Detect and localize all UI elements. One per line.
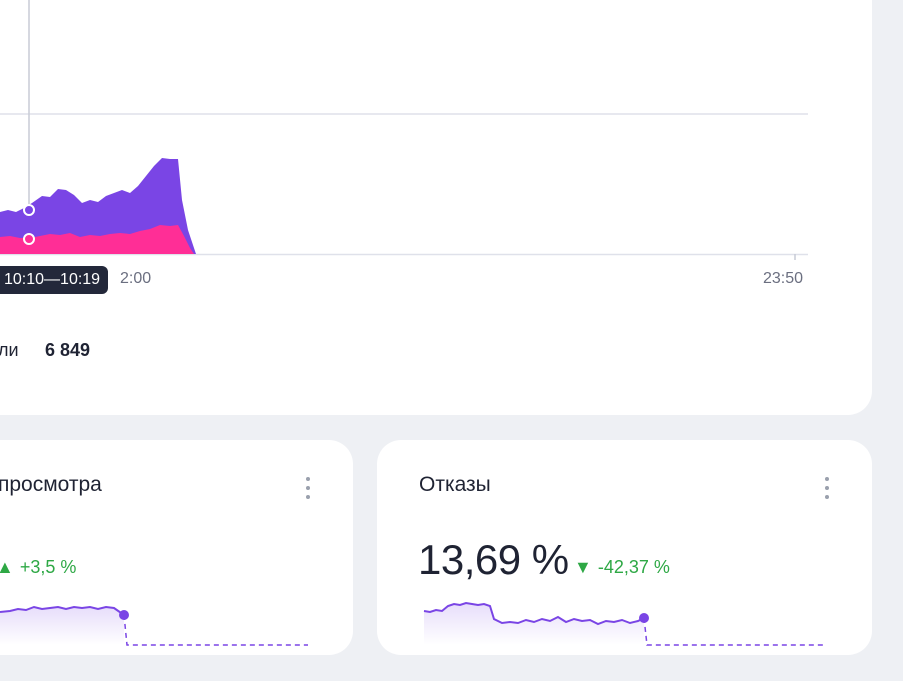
- delta-badge-bounce-rate: ▼ -42,37 %: [574, 557, 670, 578]
- triangle-up-icon: ▲: [0, 557, 14, 577]
- legend-value: 6 849: [45, 340, 91, 360]
- metric-value-bounce-rate: 13,69 %: [418, 536, 569, 583]
- legend-label: ли: [0, 340, 19, 360]
- triangle-down-icon: ▼: [574, 557, 592, 577]
- hover-point-new: [23, 233, 35, 245]
- widget-title-bounce-rate: Отказы: [419, 473, 491, 496]
- chart-time-tooltip: 10:10—10:19: [0, 266, 109, 294]
- sparkline-depth: [0, 605, 308, 646]
- sparkline-bounce-rate: [423, 601, 826, 646]
- x-axis-tick-label-end: 23:50: [763, 270, 804, 287]
- sparkline-dashed: [643, 617, 826, 646]
- visits-area-chart: [0, 0, 808, 260]
- delta-value: -42,37 %: [597, 557, 670, 577]
- delta-badge-depth: ▲ +3,5 %: [0, 557, 76, 578]
- sparkline-solid: [0, 605, 125, 616]
- sparkline-solid: [423, 601, 645, 626]
- delta-value: +3,5 %: [19, 557, 77, 577]
- widget-title-depth: просмотра: [0, 473, 102, 496]
- x-axis-tick-label: 2:00: [120, 270, 152, 287]
- sparkline-dashed: [123, 614, 308, 646]
- series-new-area: [0, 225, 194, 254]
- kebab-icon[interactable]: [306, 477, 310, 501]
- kebab-icon[interactable]: [825, 477, 829, 501]
- hover-point-total: [23, 204, 35, 216]
